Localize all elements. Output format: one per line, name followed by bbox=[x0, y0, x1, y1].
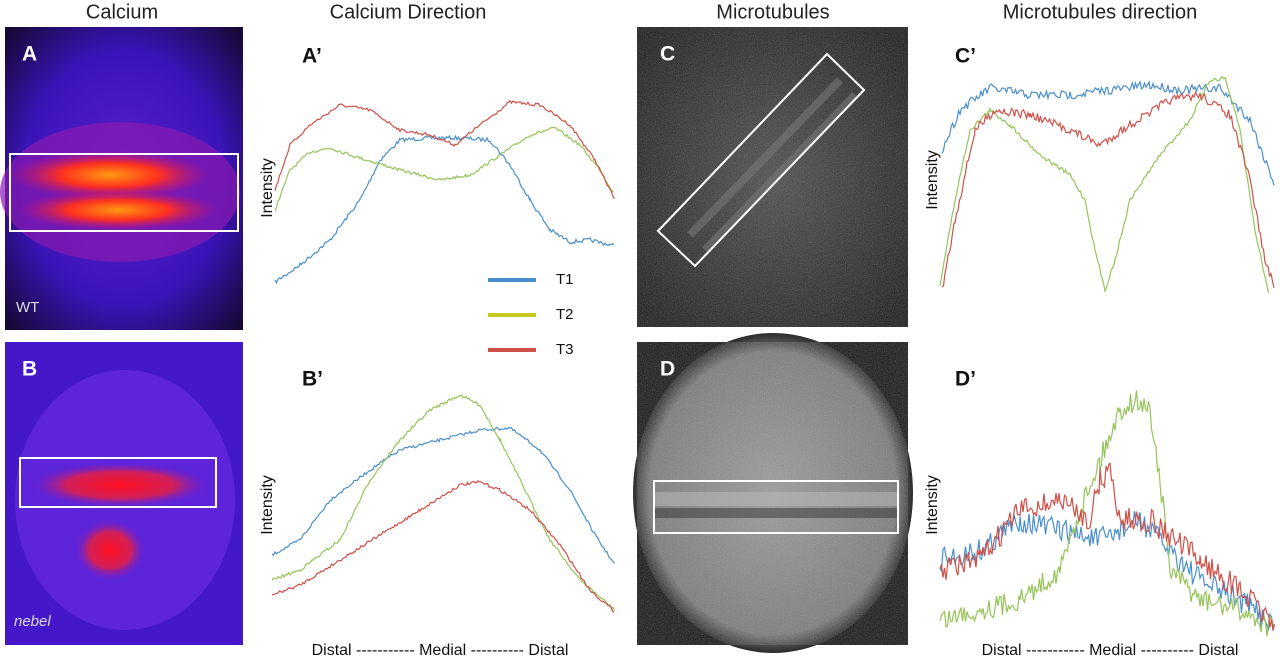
profile-line bbox=[274, 126, 614, 212]
profile-line bbox=[939, 75, 1270, 293]
panel-label: B bbox=[22, 358, 37, 381]
legend-label: T1 bbox=[556, 271, 574, 288]
x-axis-label: Distal ----------- Medial ---------- Dis… bbox=[312, 642, 569, 659]
profile-line bbox=[939, 511, 1275, 631]
profile-line bbox=[274, 99, 616, 200]
profile-line bbox=[271, 394, 616, 612]
y-axis-label: Intensity bbox=[259, 475, 276, 535]
profile-line bbox=[939, 390, 1276, 637]
image-c bbox=[637, 27, 908, 327]
legend-label: T3 bbox=[556, 341, 574, 358]
profile-line bbox=[939, 462, 1276, 631]
column-header: Microtubules bbox=[716, 1, 829, 23]
genotype: WT bbox=[16, 299, 39, 316]
column-header: Calcium bbox=[86, 1, 158, 23]
y-axis-label: Intensity bbox=[924, 150, 941, 210]
panel-label: D bbox=[660, 358, 675, 381]
panel-label: B’ bbox=[302, 368, 323, 391]
y-axis-label: Intensity bbox=[259, 158, 276, 218]
image-b bbox=[5, 342, 243, 645]
panel-label: A’ bbox=[302, 45, 322, 68]
profile-line bbox=[271, 426, 615, 564]
genotype: nebel bbox=[14, 613, 51, 630]
panel-label: D’ bbox=[955, 368, 976, 391]
profile-line bbox=[274, 134, 615, 285]
image-a bbox=[0, 27, 243, 330]
profile-line bbox=[941, 90, 1275, 288]
legend-label: T2 bbox=[556, 306, 574, 323]
profile-line bbox=[272, 479, 615, 613]
profile-line bbox=[941, 80, 1275, 186]
panel-label: C bbox=[660, 43, 675, 66]
panel-label: A bbox=[22, 43, 37, 66]
column-header: Microtubules direction bbox=[1003, 1, 1198, 23]
x-axis-label: Distal ----------- Medial ---------- Dis… bbox=[982, 642, 1239, 659]
column-header: Calcium Direction bbox=[330, 1, 487, 23]
panel-label: C’ bbox=[955, 45, 976, 68]
profiles bbox=[271, 75, 1276, 637]
y-axis-label: Intensity bbox=[924, 475, 941, 535]
image-d bbox=[633, 333, 913, 653]
